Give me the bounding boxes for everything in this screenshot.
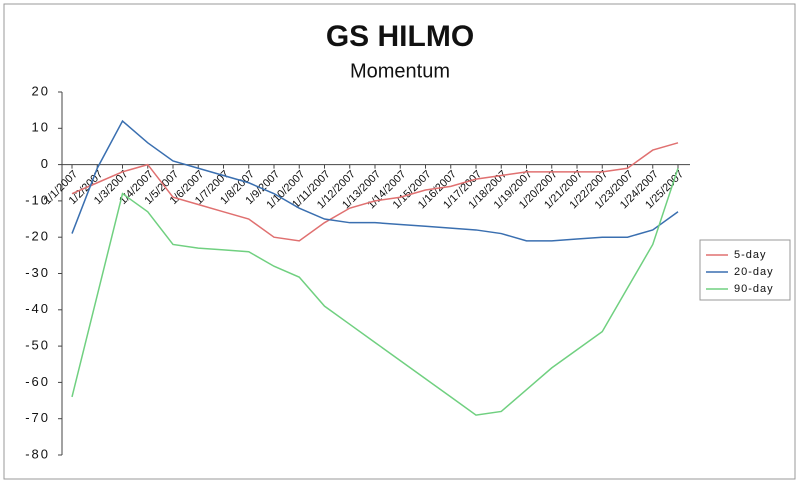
y-tick-label: 20: [32, 83, 50, 98]
legend-label: 20-day: [734, 266, 774, 278]
series-line: [71, 142, 679, 242]
series-line: [71, 119, 679, 242]
series-line: [71, 167, 679, 416]
y-tick-label: -10: [25, 192, 50, 207]
chart-title: GS HILMO: [326, 20, 474, 53]
y-tick-label: -20: [25, 229, 50, 244]
y-tick-label: -80: [25, 446, 50, 461]
y-tick-label: -70: [25, 410, 50, 425]
y-tick-label: 10: [32, 120, 50, 135]
legend-label: 90-day: [734, 283, 774, 295]
y-tick-label: -60: [25, 374, 50, 389]
y-tick-label: -30: [25, 265, 50, 280]
legend-label: 5-day: [734, 249, 767, 261]
chart-subtitle: Momentum: [350, 60, 450, 82]
y-tick-label: -40: [25, 301, 50, 316]
chart-border: [3, 3, 796, 480]
legend-box: [699, 239, 791, 301]
y-tick-label: -50: [25, 338, 50, 353]
y-tick-label: 0: [41, 156, 50, 171]
